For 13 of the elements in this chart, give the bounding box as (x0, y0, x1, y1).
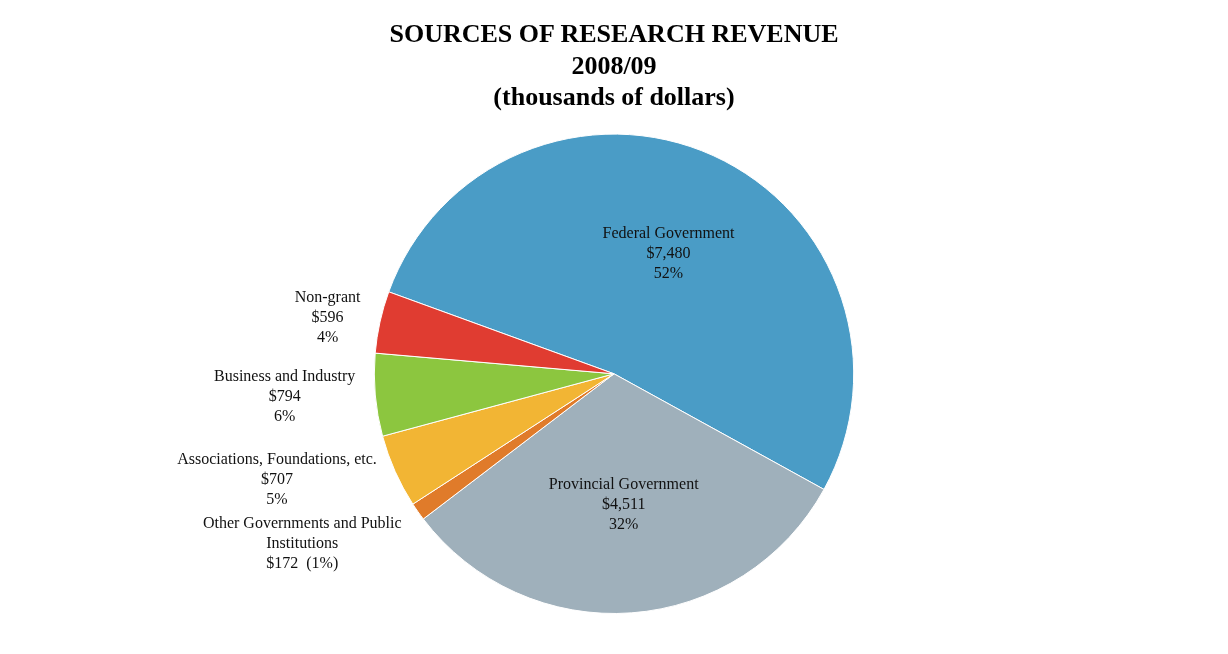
slice-label: Federal Government (602, 223, 736, 241)
data-label: $4,511 32% (602, 495, 646, 533)
data-label: $172 (1%) (266, 553, 339, 572)
chart-title: SOURCES OF RESEARCH REVENUE 2008/09 (thousands of dollars) (389, 19, 839, 111)
slice-label: Provincial Government (548, 475, 700, 493)
slice-label: Other Governments and Public Institutions (202, 513, 402, 551)
data-label: $794 6% (268, 386, 301, 424)
slice-label: Non-grant (294, 287, 361, 306)
data-label: $596 4% (311, 307, 344, 345)
slice-label: Associations, Foundations, etc. (177, 449, 377, 467)
slice-label: Business and Industry (213, 366, 356, 385)
data-label: $7,480 52% (646, 243, 691, 281)
data-label: $707 5% (261, 469, 294, 507)
